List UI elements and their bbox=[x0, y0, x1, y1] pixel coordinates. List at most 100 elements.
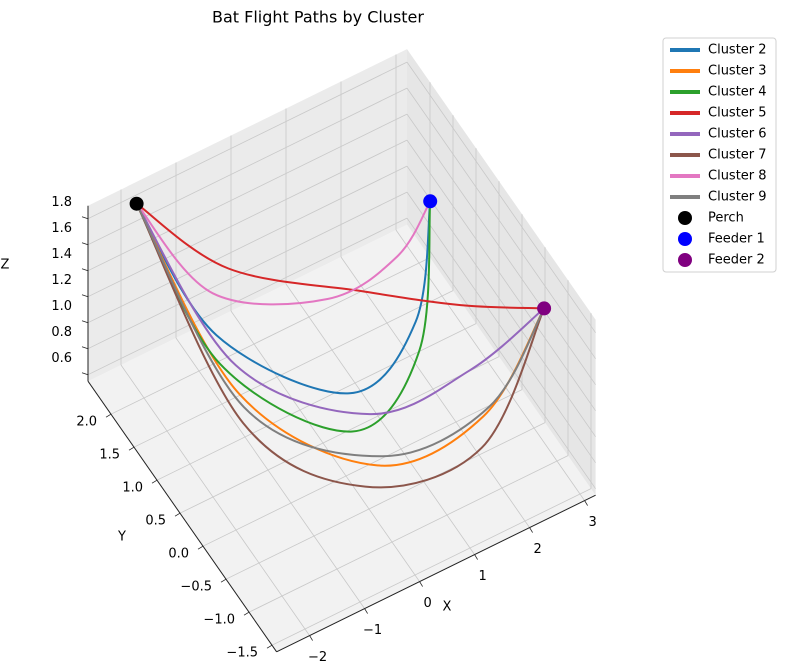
y-tick-label: −1.0 bbox=[203, 613, 235, 628]
x-tick-label: −2 bbox=[308, 650, 327, 665]
flight-path bbox=[135, 203, 546, 489]
grid-line bbox=[87, 165, 408, 324]
legend-swatch bbox=[678, 253, 692, 267]
flight-path bbox=[135, 203, 545, 458]
z-tick-label: 1.2 bbox=[51, 273, 72, 288]
legend-swatch bbox=[678, 232, 692, 246]
side-pane bbox=[407, 49, 596, 496]
flight-path bbox=[135, 203, 545, 416]
axis-line bbox=[276, 494, 596, 653]
tick-mark bbox=[584, 500, 588, 506]
legend-label: Perch bbox=[708, 211, 744, 226]
tick-mark bbox=[81, 346, 89, 350]
grid-line bbox=[230, 310, 420, 582]
z-tick-label: 1.8 bbox=[51, 195, 72, 210]
legend-label: Cluster 6 bbox=[708, 127, 767, 142]
tick-mark bbox=[81, 294, 89, 298]
grid-line bbox=[406, 61, 596, 333]
chart-title: Bat Flight Paths by Cluster bbox=[212, 8, 424, 27]
grid-line bbox=[406, 165, 596, 437]
z-tick-label: 0.6 bbox=[51, 351, 72, 366]
legend-label: Cluster 2 bbox=[708, 43, 767, 58]
tick-mark bbox=[419, 581, 423, 587]
grid-line bbox=[87, 139, 408, 298]
grid-line bbox=[248, 455, 569, 613]
x-tick-label: 0 bbox=[423, 596, 431, 611]
y-tick-label: 1.0 bbox=[122, 481, 143, 496]
tick-mark bbox=[266, 644, 273, 649]
tick-mark bbox=[197, 545, 204, 550]
tick-mark bbox=[81, 372, 89, 376]
tick-mark bbox=[81, 216, 89, 220]
grid-line bbox=[133, 290, 454, 448]
legend-label: Cluster 9 bbox=[708, 190, 767, 205]
tick-mark bbox=[529, 527, 533, 533]
z-tick-label: 0.8 bbox=[51, 325, 72, 340]
grid-line bbox=[110, 257, 431, 415]
y-tick-label: −1.5 bbox=[226, 646, 258, 661]
y-tick-label: 0.0 bbox=[168, 547, 189, 562]
grid-line bbox=[87, 61, 408, 220]
grid-line bbox=[179, 356, 500, 514]
z-tick-label: 1.0 bbox=[51, 299, 72, 314]
grid-line bbox=[406, 191, 596, 463]
grid-line bbox=[120, 364, 310, 636]
flight-path bbox=[135, 200, 432, 306]
grid-line bbox=[395, 229, 585, 501]
location-marker bbox=[423, 194, 438, 209]
x-axis-title: X bbox=[443, 600, 452, 615]
location-marker bbox=[129, 196, 144, 211]
grid-line bbox=[406, 87, 596, 359]
grid-line bbox=[406, 217, 596, 489]
tick-mark bbox=[309, 635, 313, 641]
tick-mark bbox=[81, 320, 89, 324]
y-tick-label: 2.0 bbox=[76, 415, 97, 430]
grid-line bbox=[156, 323, 477, 481]
grid-line bbox=[271, 488, 592, 646]
tick-mark bbox=[220, 578, 227, 583]
legend-label: Cluster 3 bbox=[708, 64, 767, 79]
legend-box bbox=[662, 37, 777, 273]
back-pane bbox=[88, 49, 407, 382]
grid-line bbox=[87, 113, 408, 272]
grid-line bbox=[406, 139, 596, 411]
legend-label: Cluster 8 bbox=[708, 169, 767, 184]
y-axis-title: Y bbox=[117, 530, 126, 545]
z-tick-label: 1.6 bbox=[51, 221, 72, 236]
y-tick-label: −0.5 bbox=[180, 580, 212, 595]
tick-mark bbox=[474, 554, 478, 560]
tick-mark bbox=[81, 268, 89, 272]
grid-line bbox=[175, 337, 365, 609]
x-tick-label: 1 bbox=[478, 569, 486, 584]
grid-line bbox=[225, 422, 546, 580]
legend-label: Feeder 1 bbox=[708, 232, 765, 247]
tick-mark bbox=[174, 512, 181, 517]
grid-line bbox=[406, 113, 596, 385]
tick-mark bbox=[151, 479, 158, 484]
tick-mark bbox=[243, 611, 250, 616]
grid-line bbox=[87, 87, 408, 246]
y-tick-label: 1.5 bbox=[99, 448, 120, 463]
y-tick-label: 0.5 bbox=[145, 514, 166, 529]
tick-mark bbox=[364, 608, 368, 614]
tick-mark bbox=[81, 242, 89, 246]
tick-mark bbox=[128, 446, 135, 451]
grid-line bbox=[87, 217, 408, 376]
z-axis-title: Z bbox=[1, 258, 10, 273]
x-tick-label: 2 bbox=[533, 542, 541, 557]
axis-line bbox=[87, 380, 278, 653]
tick-mark bbox=[105, 413, 112, 418]
z-tick-label: 1.4 bbox=[51, 247, 72, 262]
grid-line bbox=[202, 389, 523, 547]
floor-pane bbox=[88, 224, 596, 652]
grid-line bbox=[87, 191, 408, 350]
legend-swatch bbox=[678, 211, 692, 225]
legend-label: Cluster 7 bbox=[708, 148, 767, 163]
x-tick-label: 3 bbox=[588, 515, 596, 530]
x-tick-label: −1 bbox=[363, 623, 382, 638]
location-marker bbox=[537, 301, 552, 316]
flight-path bbox=[136, 202, 545, 310]
legend-label: Cluster 4 bbox=[708, 85, 767, 100]
legend-label: Cluster 5 bbox=[708, 106, 767, 121]
